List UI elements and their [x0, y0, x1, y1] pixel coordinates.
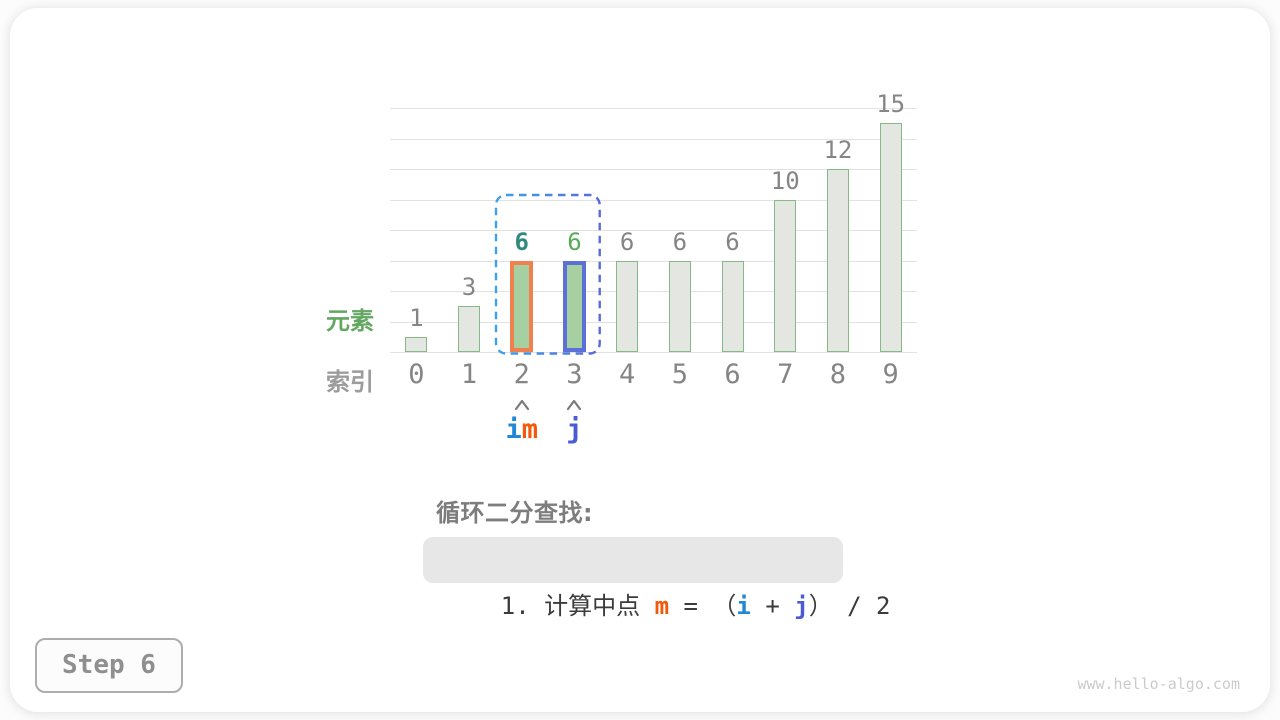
bar: [721, 260, 744, 352]
gridline: [390, 352, 917, 353]
index-label: 7: [777, 359, 794, 390]
index-label: 8: [829, 359, 847, 390]
bar: [458, 306, 481, 352]
bar-value-label: 10: [770, 166, 800, 195]
index-label: 0: [408, 359, 425, 390]
gridline: [390, 138, 917, 140]
gridline: [390, 260, 917, 262]
bar-value-label: 1: [409, 303, 424, 332]
formula-segment: （: [712, 592, 737, 620]
formula-segment: 计算中点: [544, 592, 655, 620]
formula-segment: 2: [876, 592, 891, 620]
pointer-label: im: [477, 413, 567, 447]
bar: [826, 169, 849, 352]
bar-value-label: 15: [876, 90, 906, 119]
index-label: 6: [724, 359, 741, 390]
formula-segment: =: [669, 592, 713, 620]
gridline: [390, 291, 917, 292]
bar: [774, 199, 797, 352]
formula-box: 1. 计算中点 m = （i + j） / 2: [423, 537, 891, 620]
bar: [616, 260, 639, 352]
index-label: 2: [513, 359, 530, 390]
formula-segment: i: [736, 592, 751, 620]
bar-value-label: 6: [619, 227, 635, 256]
bar-value-label: 12: [823, 136, 853, 164]
bar: [668, 260, 691, 352]
figure-card: [10, 8, 1270, 712]
formula-text: 1. 计算中点 m = （i + j） / 2: [501, 592, 891, 620]
gridline: [390, 108, 917, 109]
index-label: 4: [619, 359, 636, 390]
gridline: [390, 199, 917, 201]
bar-value-label: 6: [725, 227, 740, 256]
index-label: 9: [882, 359, 899, 390]
index-label: 3: [566, 359, 583, 390]
index-label: 5: [671, 359, 688, 390]
y-axis-label: 元素: [326, 307, 374, 335]
pointer-letter: i: [505, 414, 522, 445]
caption-title: 循环二分查找:: [436, 499, 594, 527]
pointer-label: j: [529, 413, 619, 447]
bar-value-label: 6: [567, 227, 582, 256]
step-badge: Step 6: [35, 638, 183, 693]
formula-segment: +: [750, 592, 795, 620]
formula-segment: ）: [808, 592, 833, 620]
bar-value-label: 6: [672, 227, 688, 256]
range-box-svg: [495, 193, 602, 355]
index-label: 1: [460, 359, 478, 390]
formula-segment: 1.: [500, 592, 545, 620]
formula-segment: /: [832, 592, 877, 620]
formula-segment: m: [654, 592, 670, 620]
bar-value-label: 3: [461, 273, 477, 302]
x-axis-label: 索引: [326, 368, 374, 396]
bar-value-label: 6: [514, 227, 529, 256]
bar: [879, 123, 902, 352]
bar: [405, 336, 428, 352]
pointer-letter: m: [521, 414, 539, 445]
formula-segment: j: [794, 592, 809, 620]
pointer-letter: j: [566, 414, 583, 445]
bar: [510, 260, 534, 352]
pointer-arrow-icon: [565, 396, 583, 415]
watermark: www.hello-algo.com: [1077, 675, 1240, 693]
pointer-arrow-icon: [513, 396, 531, 415]
gridline: [390, 169, 917, 170]
bar: [562, 260, 586, 352]
gridline: [390, 230, 917, 231]
gridline: [390, 321, 917, 323]
